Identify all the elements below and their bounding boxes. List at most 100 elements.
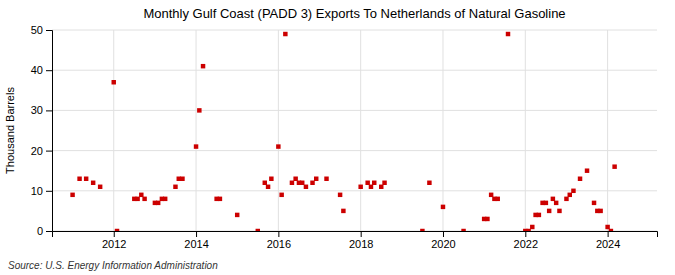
y-axis-tick-mark [46, 30, 52, 31]
x-axis: 2012201420162018202020222024 [53, 231, 658, 250]
y-axis-tick: 50 [31, 24, 52, 36]
y-axis-tick-label: 20 [31, 145, 43, 157]
point [609, 229, 613, 231]
point [84, 177, 88, 181]
point [427, 181, 431, 185]
point [263, 181, 267, 185]
y-axis-tick: 40 [31, 64, 52, 76]
point [605, 225, 609, 229]
point [115, 229, 119, 231]
y-axis-tick: 20 [31, 145, 52, 157]
point [564, 197, 568, 201]
point [420, 229, 424, 231]
grid-line [52, 30, 657, 31]
y-axis-tick-label: 0 [37, 225, 43, 237]
point [269, 177, 273, 181]
x-axis-tick-label: 2012 [102, 238, 126, 250]
source: Source: U.S. Energy Information Administ… [8, 260, 218, 271]
y-axis-tick-label: 30 [31, 104, 43, 116]
point [530, 225, 534, 229]
x-axis-tick: 2016 [267, 231, 291, 250]
point [173, 185, 177, 189]
x-axis-tick-label: 2022 [514, 238, 538, 250]
point [461, 229, 465, 231]
grid-line [607, 30, 608, 231]
point [506, 32, 510, 36]
point [163, 197, 167, 201]
point [578, 177, 582, 181]
y-axis-tick-mark [46, 151, 52, 152]
point [369, 185, 373, 189]
point [358, 185, 362, 189]
point [612, 164, 616, 168]
point [135, 197, 139, 201]
point [441, 205, 445, 209]
point [235, 213, 239, 217]
y-axis-tick-label: 10 [31, 185, 43, 197]
x-axis-tick-mark [114, 231, 115, 237]
point [547, 209, 551, 213]
y-axis-tick: 10 [31, 185, 52, 197]
point [276, 144, 280, 148]
point [310, 181, 314, 185]
point [194, 144, 198, 148]
point [372, 181, 376, 185]
point [551, 197, 555, 201]
y-axis-line [46, 31, 53, 232]
x-axis-tick-label: 2016 [267, 238, 291, 250]
grid-line [278, 30, 279, 231]
x-axis-tick: 2018 [349, 231, 373, 250]
point [365, 181, 369, 185]
grid-line [525, 30, 526, 231]
title: Monthly Gulf Coast (PADD 3) Exports To N… [143, 6, 565, 21]
point [557, 209, 561, 213]
point [585, 168, 589, 172]
point [571, 189, 575, 193]
x-axis-tick-label: 2024 [596, 238, 620, 250]
point [341, 209, 345, 213]
points [70, 32, 617, 231]
x-axis-tick-mark [361, 231, 362, 237]
point [142, 197, 146, 201]
y-axis-tick-mark [46, 191, 52, 192]
plot: 201220142016201820202022202401020304050 [31, 24, 658, 250]
y-axis-tick: 30 [31, 104, 52, 116]
point [554, 201, 558, 205]
point [324, 177, 328, 181]
x-axis-tick-label: 2018 [349, 238, 373, 250]
point [544, 201, 548, 205]
grid-line [360, 30, 361, 231]
x-axis-tick-mark [196, 231, 197, 237]
grid-line [196, 30, 197, 231]
point [304, 185, 308, 189]
point [156, 201, 160, 205]
grid-line [442, 30, 443, 231]
x-axis-tick-mark [608, 231, 609, 237]
point [537, 213, 541, 217]
point [489, 193, 493, 197]
grid-line [113, 30, 114, 231]
x-axis-tick-mark [278, 231, 279, 237]
x-axis-tick: 2022 [514, 231, 538, 250]
x-axis-tick-label: 2014 [184, 238, 208, 250]
point [91, 181, 95, 185]
point [314, 177, 318, 181]
point [256, 229, 260, 231]
y-axis-tick-mark [46, 110, 52, 111]
point [180, 177, 184, 181]
point [290, 181, 294, 185]
point [201, 64, 205, 68]
point [338, 193, 342, 197]
chart: 201220142016201820202022202401020304050M… [0, 0, 675, 275]
point [495, 197, 499, 201]
point [266, 185, 270, 189]
point [139, 193, 143, 197]
point [283, 32, 287, 36]
y-axis: 0 10 20 30 40 50 [31, 24, 53, 237]
grid-line [52, 150, 657, 151]
point [598, 209, 602, 213]
grid [52, 30, 657, 231]
x-axis-tick-mark [443, 231, 444, 237]
y-axis-tick-label: 40 [31, 64, 43, 76]
point [382, 181, 386, 185]
